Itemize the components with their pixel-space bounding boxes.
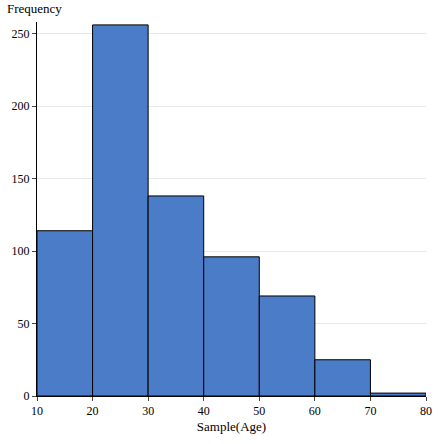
svg-text:50: 50 xyxy=(18,317,30,331)
svg-text:0: 0 xyxy=(24,389,30,403)
svg-text:Frequency: Frequency xyxy=(7,1,62,16)
svg-text:150: 150 xyxy=(12,172,30,186)
svg-text:10: 10 xyxy=(31,404,43,418)
svg-text:20: 20 xyxy=(87,404,99,418)
svg-text:100: 100 xyxy=(12,244,30,258)
svg-text:Sample(Age): Sample(Age) xyxy=(197,419,266,434)
svg-text:50: 50 xyxy=(253,404,265,418)
svg-text:80: 80 xyxy=(420,404,432,418)
svg-text:30: 30 xyxy=(142,404,154,418)
svg-text:200: 200 xyxy=(12,99,30,113)
svg-text:40: 40 xyxy=(198,404,210,418)
svg-text:70: 70 xyxy=(364,404,376,418)
svg-text:60: 60 xyxy=(309,404,321,418)
svg-text:250: 250 xyxy=(12,27,30,41)
